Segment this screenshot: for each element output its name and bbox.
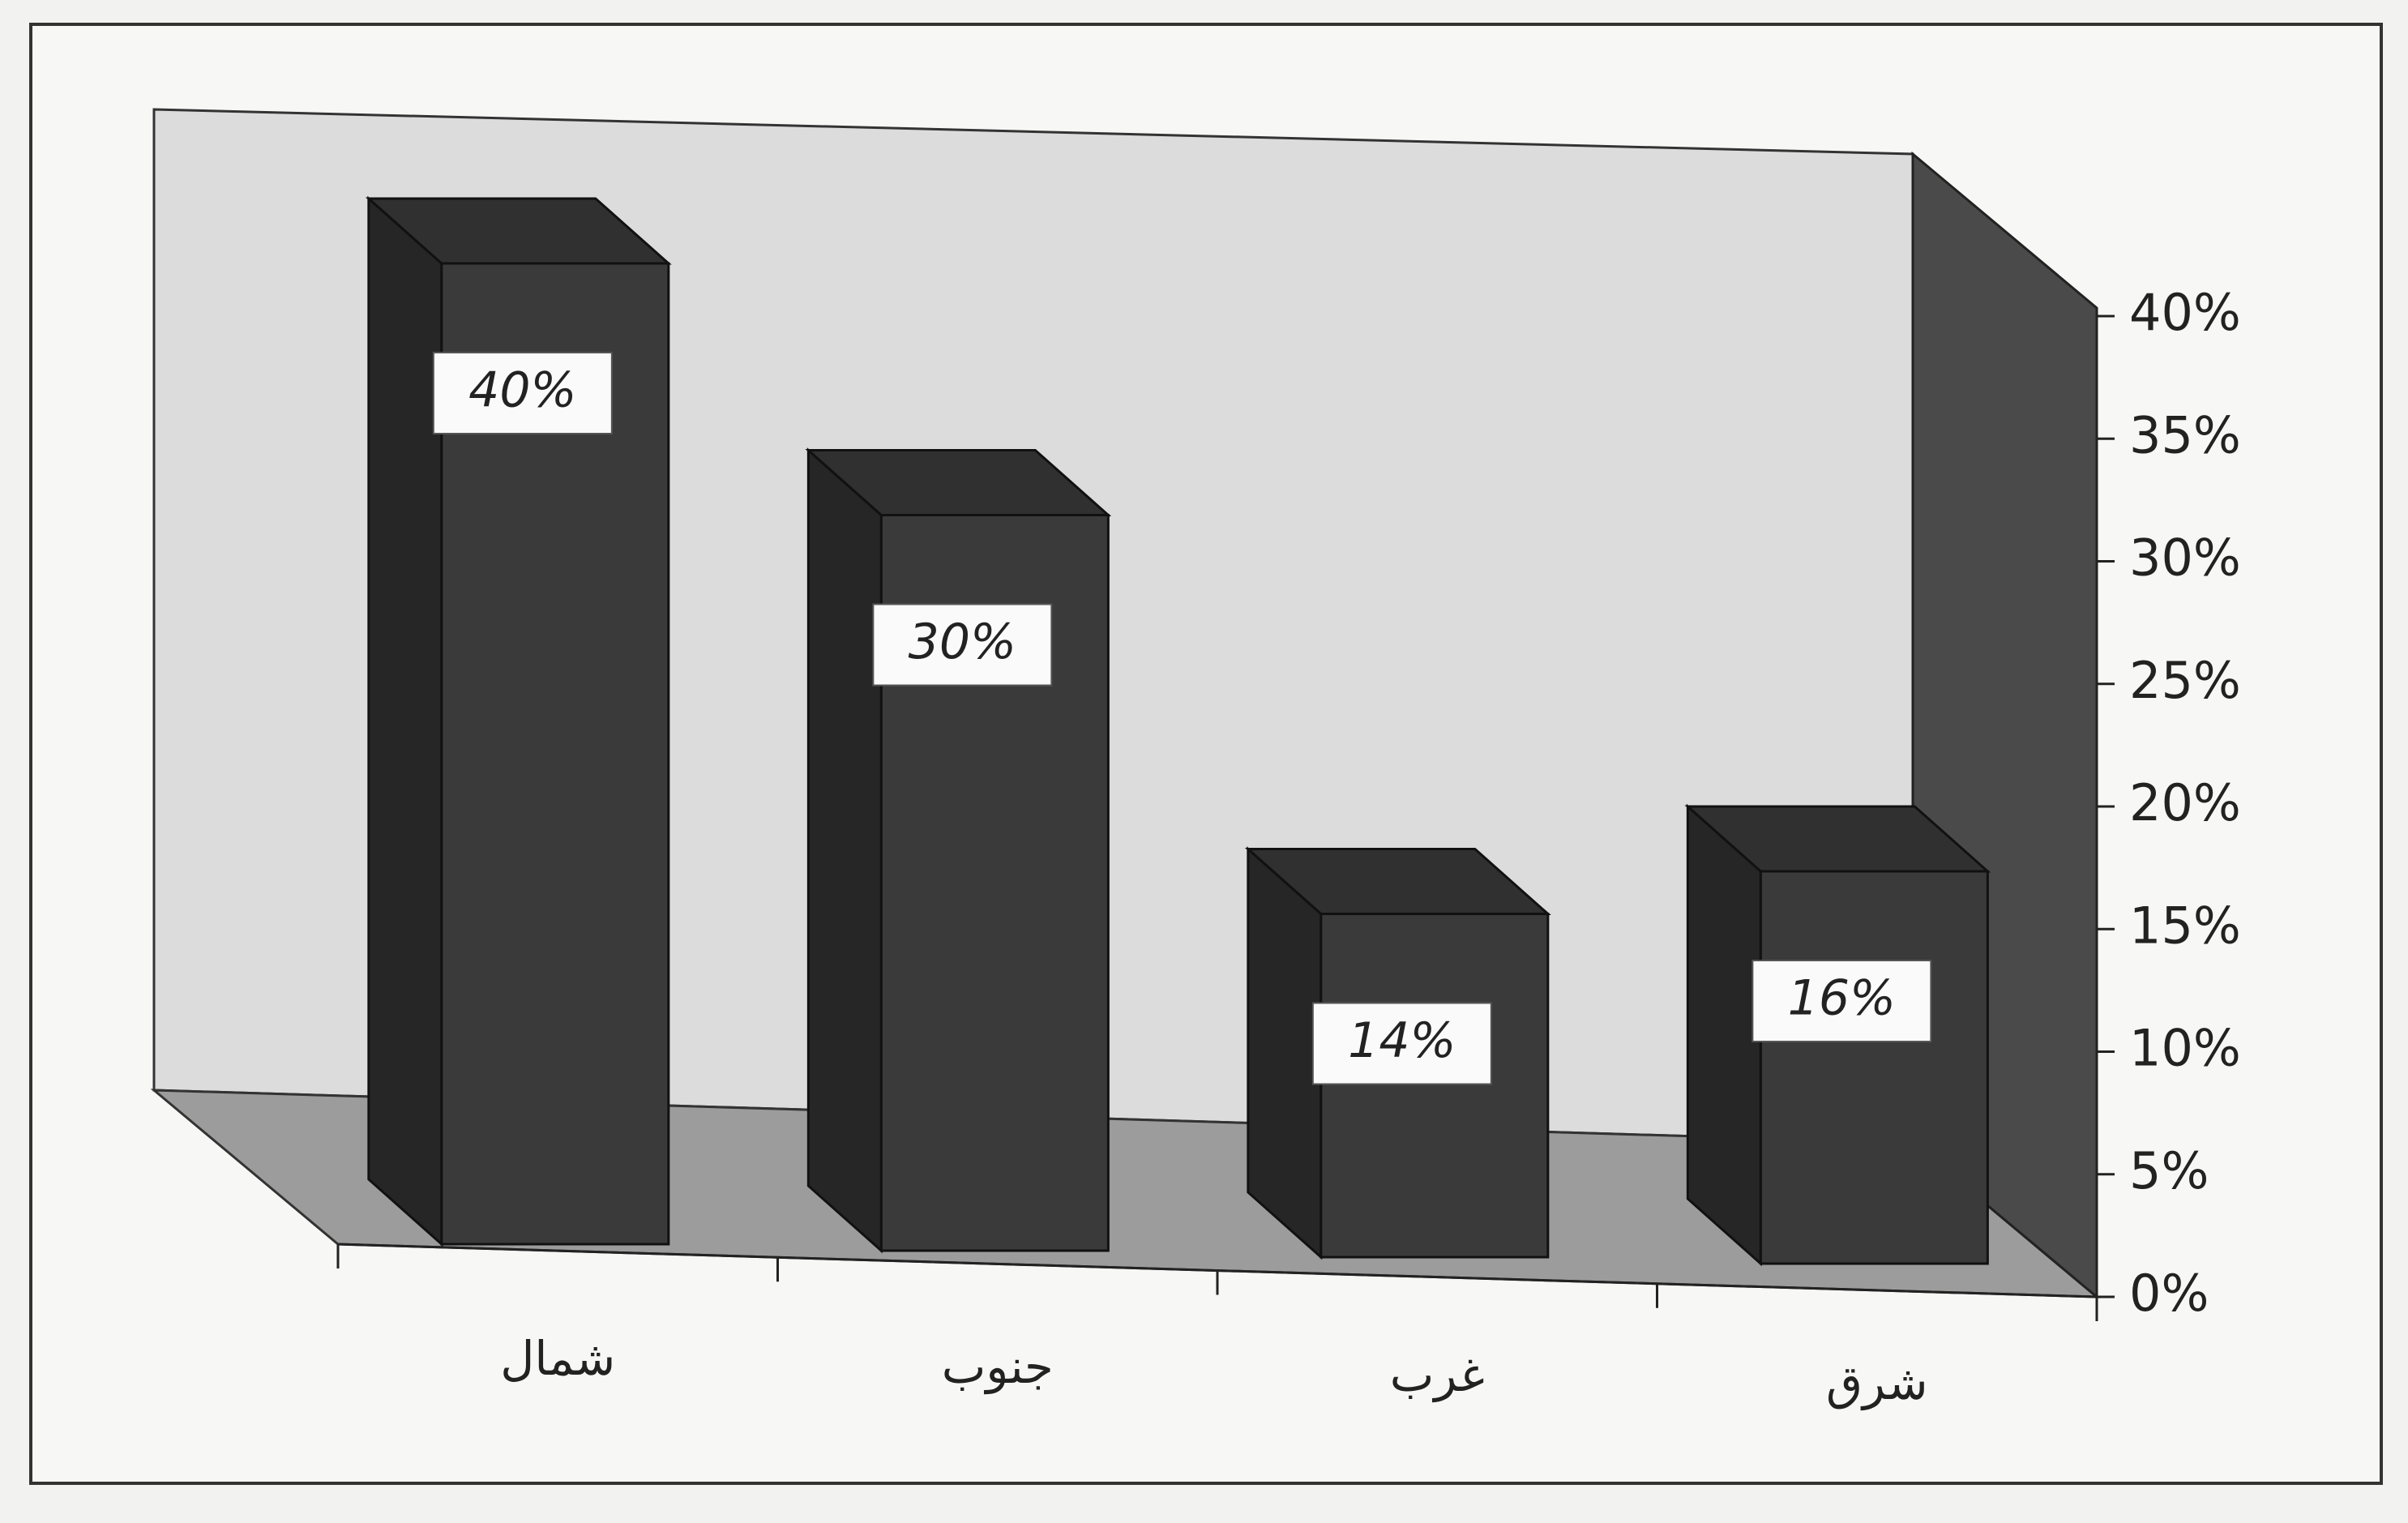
x-tick-label: جنوب	[942, 1339, 1054, 1395]
y-tick-label: 10%	[2129, 1019, 2241, 1078]
x-tick-label: شرق	[1826, 1355, 1928, 1411]
value-label: 40%	[468, 362, 576, 419]
bar	[1244, 846, 1551, 1260]
value-label-box	[432, 352, 613, 434]
value-label: 30%	[909, 614, 1016, 670]
bar	[1684, 803, 1991, 1267]
value-label-box	[1311, 1002, 1492, 1085]
bar-front	[1319, 913, 1550, 1259]
y-tick-label: 15%	[2129, 896, 2241, 955]
value-label-box	[872, 603, 1053, 687]
x-tick-label: شمال	[500, 1331, 615, 1386]
y-tick-label: 0%	[2129, 1264, 2209, 1323]
value-label: 14%	[1348, 1012, 1456, 1069]
y-tick-label: 25%	[2129, 651, 2241, 710]
bar-side	[1247, 846, 1323, 1260]
bar	[805, 447, 1112, 1254]
value-label: 16%	[1788, 970, 1896, 1027]
value-label-box	[1751, 960, 1932, 1042]
bar-side	[1686, 803, 1762, 1267]
x-axis	[337, 1243, 2098, 1298]
bar-front	[1759, 870, 1989, 1265]
y-tick-label: 40%	[2129, 283, 2241, 342]
bar-side	[806, 447, 883, 1254]
y-tick-label: 35%	[2129, 405, 2241, 464]
y-tick-label: 20%	[2129, 773, 2241, 832]
x-tick-label: غرب	[1390, 1347, 1485, 1403]
bar-side	[367, 195, 443, 1247]
y-tick-label: 5%	[2129, 1141, 2209, 1200]
y-tick-label: 30%	[2129, 528, 2241, 588]
